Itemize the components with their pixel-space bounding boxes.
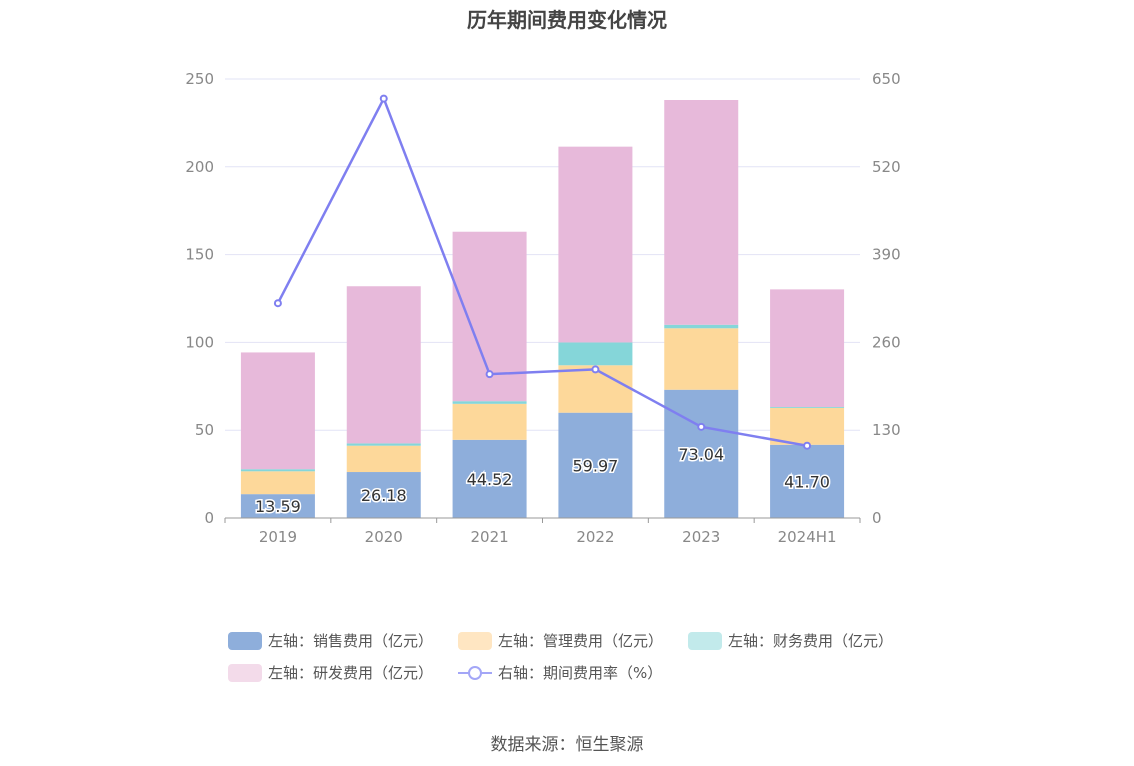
right-tick-label: 390 xyxy=(872,246,901,264)
expense-rate-point[interactable] xyxy=(485,370,494,379)
left-tick-label: 50 xyxy=(195,421,214,439)
bar-rd-2020 xyxy=(346,286,421,444)
legend-swatch xyxy=(688,631,722,650)
bar-finance-2020 xyxy=(346,443,421,446)
expense-rate-point[interactable] xyxy=(591,365,600,374)
expense-rate-point[interactable] xyxy=(803,441,812,450)
x-tick-label: 2023 xyxy=(682,528,720,546)
bar-data-label: 59.97 xyxy=(573,456,619,475)
legend-item-expense-rate[interactable]: 右轴：期间费用率（%） xyxy=(458,662,662,683)
left-tick-label: 250 xyxy=(185,70,214,88)
bar-finance-2022 xyxy=(558,342,633,366)
line-series xyxy=(273,94,812,450)
bar-finance-2024H1 xyxy=(770,407,845,408)
bar-rd-2019 xyxy=(240,352,315,470)
legend-swatch xyxy=(228,631,262,650)
expense-rate-point[interactable] xyxy=(273,299,282,308)
right-tick-label: 650 xyxy=(872,70,901,88)
bar-sales-2020 xyxy=(346,472,421,518)
bar-sales-2019 xyxy=(240,494,315,518)
expense-rate-point[interactable] xyxy=(697,422,706,431)
left-tick-label: 100 xyxy=(185,333,214,351)
legend-label: 右轴：期间费用率（%） xyxy=(498,664,663,682)
right-tick-label: 260 xyxy=(872,333,901,351)
bar-data-label: 73.04 xyxy=(678,445,724,464)
right-tick-label: 0 xyxy=(872,509,882,527)
right-axis-ticks: 0 130 260 390 520 650 xyxy=(872,70,901,527)
source-note: 数据来源：恒生聚源 xyxy=(490,735,644,755)
bar-sales-2024H1 xyxy=(770,444,845,518)
chart-canvas: 0 50 100 150 200 250 0 130 260 390 520 650 13.59 26… xyxy=(185,70,901,546)
x-tick-label: 2022 xyxy=(576,528,614,546)
bar-data-label: 13.59 xyxy=(255,497,301,516)
legend-item-rd[interactable]: 左轴：研发费用（亿元） xyxy=(228,662,433,683)
x-tick-label: 2024H1 xyxy=(778,528,837,546)
left-tick-label: 0 xyxy=(204,509,214,527)
grid-lines xyxy=(225,78,860,431)
legend-item-finance[interactable]: 左轴：财务费用（亿元） xyxy=(688,630,893,651)
x-tick-label: 2019 xyxy=(259,528,297,546)
bar-rd-2024H1 xyxy=(770,289,845,408)
legend-item-admin[interactable]: 左轴：管理费用（亿元） xyxy=(458,630,663,651)
legend-label: 左轴：研发费用（亿元） xyxy=(268,664,434,682)
bar-data-label: 26.18 xyxy=(361,486,407,505)
x-axis-ticks: 2019 2020 2021 2022 2023 2024H1 xyxy=(224,518,861,546)
bar-rd-2022 xyxy=(558,146,633,343)
legend-label: 左轴：财务费用（亿元） xyxy=(728,632,894,650)
bar-finance-2021 xyxy=(452,401,527,404)
bar-sales-2022 xyxy=(558,412,633,518)
legend-label: 左轴：管理费用（亿元） xyxy=(498,632,664,650)
bar-admin-2020 xyxy=(346,445,421,473)
bar-admin-2023 xyxy=(664,328,739,390)
legend-item-sales[interactable]: 左轴：销售费用（亿元） xyxy=(228,630,433,651)
bar-sales-2021 xyxy=(452,439,527,518)
left-tick-label: 150 xyxy=(185,246,214,264)
bar-admin-2024H1 xyxy=(770,407,845,445)
right-tick-label: 130 xyxy=(872,421,901,439)
bar-rd-2023 xyxy=(664,100,739,325)
bar-finance-2019 xyxy=(240,469,315,472)
bar-sales-2023 xyxy=(664,389,739,518)
left-tick-label: 200 xyxy=(185,158,214,176)
legend-swatch xyxy=(228,663,262,682)
x-tick-label: 2021 xyxy=(470,528,508,546)
bar-data-label: 44.52 xyxy=(467,470,513,489)
legend-line-swatch xyxy=(458,664,492,682)
x-tick-label: 2020 xyxy=(365,528,403,546)
chart-title: 历年期间费用变化情况 xyxy=(467,8,667,32)
bar-admin-2021 xyxy=(452,403,527,440)
right-tick-label: 520 xyxy=(872,158,901,176)
expense-rate-point[interactable] xyxy=(379,94,388,103)
bar-admin-2019 xyxy=(240,471,315,495)
bar-series xyxy=(240,100,845,518)
legend-label: 左轴：销售费用（亿元） xyxy=(268,632,434,650)
bar-value-labels: 13.59 26.18 44.52 59.97 73.04 41.70 xyxy=(254,443,832,517)
legend-swatch xyxy=(458,631,492,650)
bar-data-label: 41.70 xyxy=(784,472,830,491)
bar-finance-2023 xyxy=(664,324,739,329)
expense-rate-line xyxy=(276,95,808,447)
left-axis-ticks: 0 50 100 150 200 250 xyxy=(185,70,214,527)
